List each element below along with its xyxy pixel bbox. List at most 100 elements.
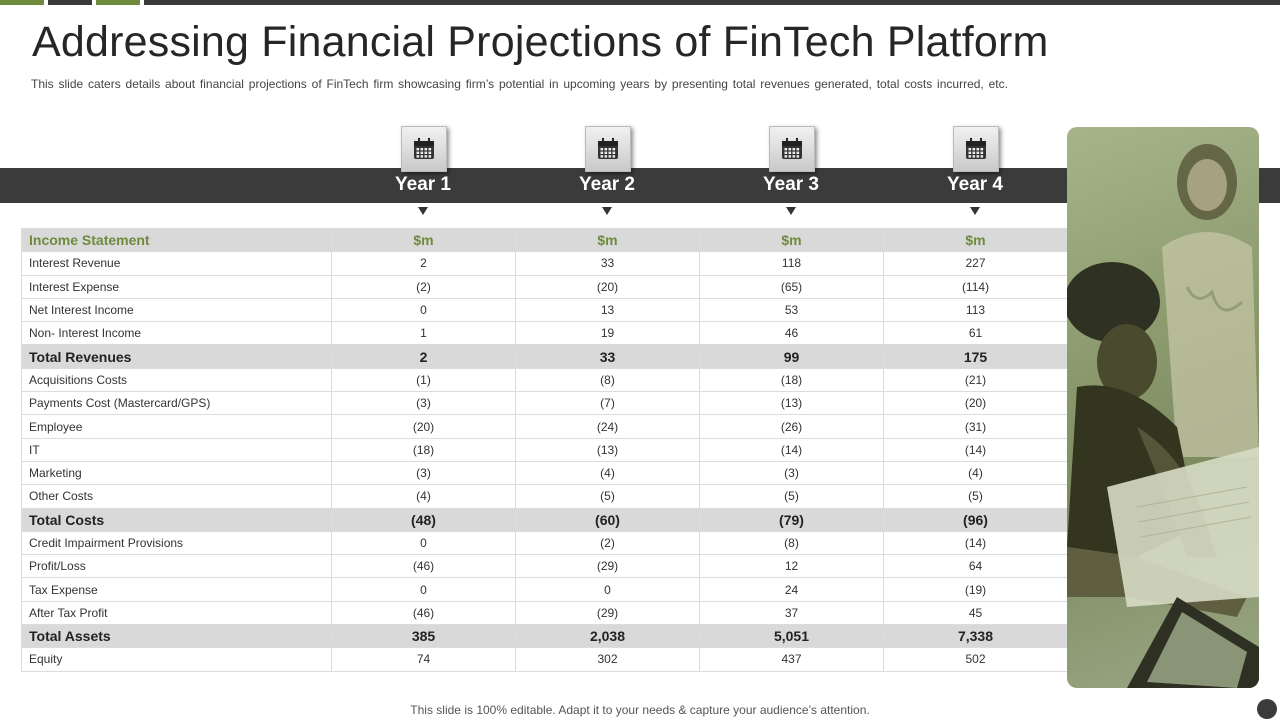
- slide-footer-note: This slide is 100% editable. Adapt it to…: [410, 703, 870, 717]
- calendar-icon: [953, 126, 999, 172]
- value-cell: 0: [331, 530, 516, 556]
- value-cell: 45: [883, 600, 1068, 626]
- calendar-icon: [585, 126, 631, 172]
- value-cell: 437: [699, 647, 884, 672]
- value-cell: (20): [883, 391, 1068, 416]
- value-cell: (5): [883, 484, 1068, 509]
- value-cell: 502: [883, 647, 1068, 672]
- row-label: Total Assets: [21, 624, 332, 649]
- value-cell: (5): [515, 484, 700, 509]
- value-cell: 13: [515, 297, 700, 323]
- slide-subtitle: This slide caters details about financia…: [31, 77, 1008, 91]
- table-header-row: Income Statement $m $m $m $m: [21, 227, 1068, 253]
- value-cell: 302: [515, 647, 700, 672]
- value-cell: (18): [699, 367, 884, 393]
- value-cell: (29): [515, 554, 700, 579]
- value-cell: 175: [883, 344, 1068, 369]
- table-row: Equity 74 302 437 502: [21, 647, 1068, 672]
- table-row: Employee (20) (24) (26) (31): [21, 414, 1068, 439]
- row-label: Equity: [21, 647, 332, 672]
- triangle-down-icon: [786, 207, 796, 215]
- value-cell: 12: [699, 554, 884, 579]
- value-cell: 2: [331, 344, 516, 369]
- value-cell: 113: [883, 297, 1068, 323]
- value-cell: $m: [699, 227, 884, 253]
- table-row: Marketing (3) (4) (3) (4): [21, 460, 1068, 486]
- value-cell: (19): [883, 577, 1068, 602]
- value-cell: 24: [699, 577, 884, 602]
- value-cell: 99: [699, 344, 884, 369]
- row-label: Payments Cost (Mastercard/GPS): [21, 391, 332, 416]
- table-row: Tax Expense 0 0 24 (19): [21, 577, 1068, 602]
- value-cell: (4): [515, 460, 700, 486]
- value-cell: (65): [699, 274, 884, 299]
- value-cell: 0: [331, 577, 516, 602]
- table-row: After Tax Profit (46) (29) 37 45: [21, 600, 1068, 626]
- accent-segment-green: [96, 0, 140, 5]
- value-cell: $m: [515, 227, 700, 253]
- table-row: Profit/Loss (46) (29) 12 64: [21, 554, 1068, 579]
- table-row: Net Interest Income 0 13 53 113: [21, 297, 1068, 323]
- table-row: Payments Cost (Mastercard/GPS) (3) (7) (13)…: [21, 391, 1068, 416]
- triangle-down-icon: [970, 207, 980, 215]
- total-row: Total Revenues 2 33 99 175: [21, 344, 1068, 369]
- value-cell: 53: [699, 297, 884, 323]
- value-cell: (31): [883, 414, 1068, 439]
- row-label: Interest Expense: [21, 274, 332, 299]
- value-cell: 74: [331, 647, 516, 672]
- value-cell: 19: [515, 321, 700, 346]
- value-cell: (26): [699, 414, 884, 439]
- value-cell: (7): [515, 391, 700, 416]
- table-row: IT (18) (13) (14) (14): [21, 437, 1068, 462]
- row-label: Total Costs: [21, 507, 332, 532]
- value-cell: 33: [515, 344, 700, 369]
- row-label: Tax Expense: [21, 577, 332, 602]
- value-cell: 5,051: [699, 624, 884, 649]
- accent-gap: [140, 0, 144, 5]
- value-cell: (14): [883, 437, 1068, 462]
- accent-gap: [44, 0, 48, 5]
- row-label: Employee: [21, 414, 332, 439]
- value-cell: (14): [883, 530, 1068, 556]
- row-label: Other Costs: [21, 484, 332, 509]
- row-label: Income Statement: [21, 227, 332, 253]
- value-cell: (8): [699, 530, 884, 556]
- value-cell: (46): [331, 554, 516, 579]
- year-label: Year 3: [763, 174, 819, 195]
- value-cell: (13): [515, 437, 700, 462]
- value-cell: 2: [331, 251, 516, 276]
- value-cell: 64: [883, 554, 1068, 579]
- accent-segment-green: [0, 0, 44, 5]
- value-cell: 7,338: [883, 624, 1068, 649]
- value-cell: 118: [699, 251, 884, 276]
- value-cell: (2): [515, 530, 700, 556]
- team-photo-illustration: [1067, 144, 1259, 688]
- table-row: Non- Interest Income 1 19 46 61: [21, 321, 1068, 346]
- value-cell: $m: [883, 227, 1068, 253]
- value-cell: 0: [515, 577, 700, 602]
- slide-title: Addressing Financial Projections of FinT…: [32, 18, 1049, 66]
- row-label: Interest Revenue: [21, 251, 332, 276]
- year-header-band: [0, 168, 1280, 203]
- value-cell: 46: [699, 321, 884, 346]
- value-cell: (14): [699, 437, 884, 462]
- value-cell: 227: [883, 251, 1068, 276]
- top-accent-bar: [0, 0, 1280, 5]
- row-label: Acquisitions Costs: [21, 367, 332, 393]
- table-row: Acquisitions Costs (1) (8) (18) (21): [21, 367, 1068, 393]
- value-cell: (8): [515, 367, 700, 393]
- year-label: Year 1: [395, 174, 451, 195]
- table-row: Interest Expense (2) (20) (65) (114): [21, 274, 1068, 299]
- total-row: Total Assets 385 2,038 5,051 7,338: [21, 624, 1068, 649]
- corner-dot: [1257, 699, 1277, 719]
- value-cell: (13): [699, 391, 884, 416]
- value-cell: (46): [331, 600, 516, 626]
- value-cell: (18): [331, 437, 516, 462]
- value-cell: (2): [331, 274, 516, 299]
- value-cell: 61: [883, 321, 1068, 346]
- value-cell: (79): [699, 507, 884, 532]
- value-cell: (24): [515, 414, 700, 439]
- row-label: Credit Impairment Provisions: [21, 530, 332, 556]
- value-cell: 0: [331, 297, 516, 323]
- calendar-icon: [401, 126, 447, 172]
